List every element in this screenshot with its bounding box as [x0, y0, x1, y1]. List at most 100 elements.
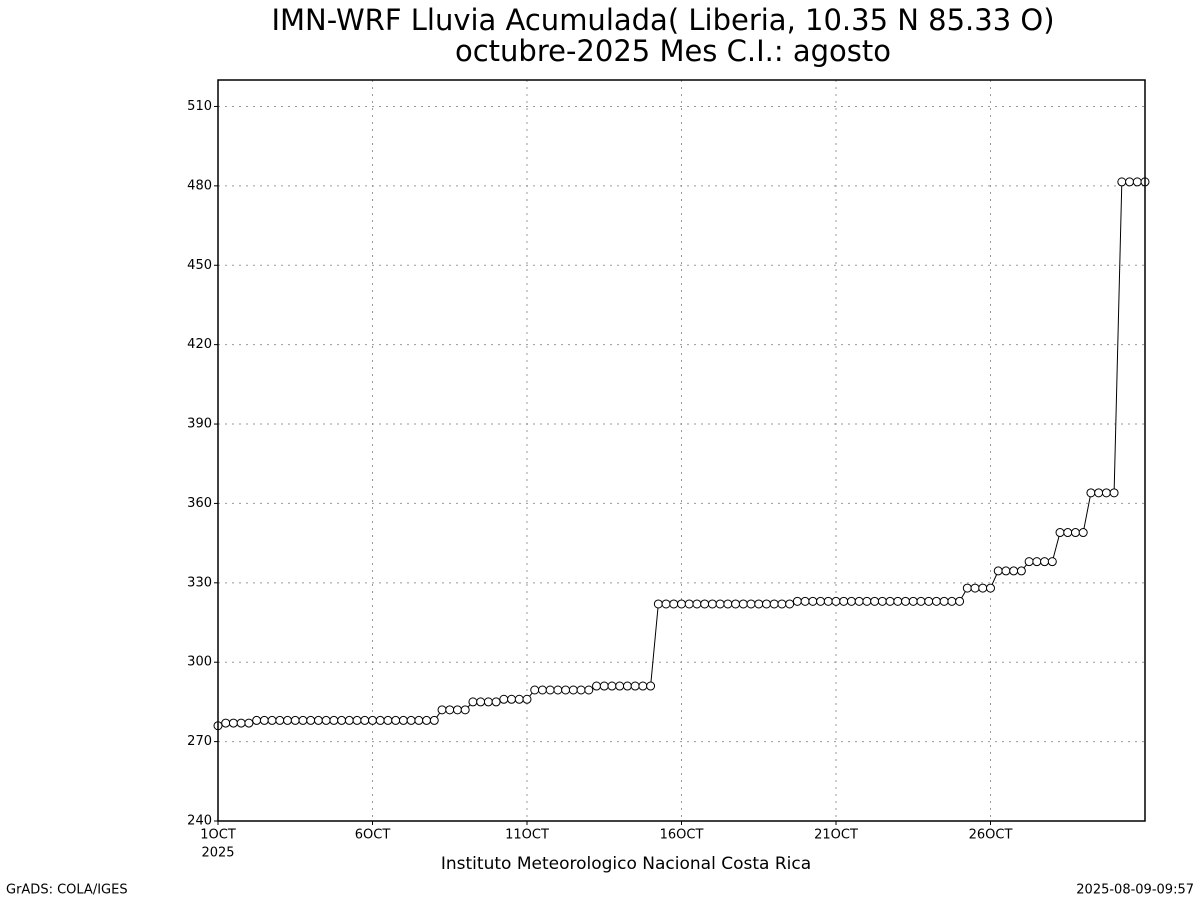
data-point: [939, 596, 949, 606]
data-point: [885, 596, 895, 606]
chart-subtitle: octubre-2025 Mes C.I.: agosto: [455, 34, 891, 68]
data-point: [1086, 488, 1096, 498]
data-point: [1109, 488, 1119, 498]
data-point: [746, 599, 756, 609]
data-point: [1001, 566, 1011, 576]
data-point: [437, 705, 447, 715]
data-point: [777, 599, 787, 609]
data-point: [646, 681, 656, 691]
data-point: [584, 685, 594, 695]
data-point: [476, 697, 486, 707]
data-point: [1024, 557, 1034, 567]
data-point: [460, 705, 470, 715]
data-point: [731, 599, 741, 609]
data-point: [422, 715, 432, 725]
data-point: [761, 599, 771, 609]
grid: [214, 80, 1145, 825]
chart-title: IMN-WRF Lluvia Acumulada( Liberia, 10.35…: [271, 3, 1054, 37]
data-point: [452, 705, 462, 715]
data-point: [337, 715, 347, 725]
data-point: [993, 566, 1003, 576]
data-point: [677, 599, 686, 609]
data-point: [236, 718, 246, 728]
data-point: [499, 694, 509, 704]
data-point: [970, 583, 980, 593]
y-tick-label: 420: [187, 337, 212, 352]
y-tick-label: 360: [187, 496, 212, 511]
data-point: [429, 715, 439, 725]
data-point: [553, 685, 563, 695]
x-tick-label: 6OCT: [355, 828, 391, 843]
y-tick-label: 510: [187, 99, 212, 114]
data-point: [622, 681, 632, 691]
data-point: [391, 715, 401, 725]
data-point: [723, 599, 733, 609]
data-point: [924, 596, 934, 606]
data-point: [228, 718, 238, 728]
data-point: [1047, 557, 1057, 567]
y-tick-label: 240: [187, 814, 212, 829]
x-tick-label: 11OCT: [505, 828, 549, 843]
data-point: [283, 715, 293, 725]
y-tick-label: 300: [187, 655, 212, 670]
data-point: [908, 596, 918, 606]
data-point: [661, 599, 671, 609]
data-point: [986, 583, 995, 593]
data-point: [398, 715, 408, 725]
data-point: [383, 715, 393, 725]
footer-right: 2025-08-09-09:57: [1076, 883, 1194, 898]
data-point: [545, 685, 555, 695]
data-point: [901, 596, 911, 606]
data-point: [792, 596, 802, 606]
data-point: [615, 681, 625, 691]
data-point: [1070, 528, 1080, 538]
data-point: [638, 681, 648, 691]
data-point: [1125, 177, 1135, 187]
data-point: [599, 681, 609, 691]
data-point: [846, 596, 856, 606]
data-point: [306, 715, 316, 725]
data-point: [1117, 177, 1127, 187]
data-point: [669, 599, 679, 609]
footer-left: GrADS: COLA/IGES: [6, 883, 128, 898]
data-point: [947, 596, 957, 606]
data-point: [808, 596, 818, 606]
data-point: [561, 685, 571, 695]
data-point: [955, 596, 965, 606]
data-point: [592, 681, 602, 691]
data-point: [893, 596, 903, 606]
x-axis-label: Instituto Meteorologico Nacional Costa R…: [441, 854, 811, 874]
data-point: [259, 715, 269, 725]
data-point: [816, 596, 826, 606]
data-point: [221, 718, 231, 728]
data-point: [1101, 488, 1111, 498]
x-tick-label: 16OCT: [660, 828, 704, 843]
x-tick-label: 1OCT: [200, 828, 236, 843]
data-point: [329, 715, 339, 725]
data-point: [839, 596, 849, 606]
data-point: [1094, 488, 1104, 498]
x-year-label: 2025: [201, 846, 234, 861]
plot-frame: [217, 79, 1146, 822]
data-point: [1032, 557, 1042, 567]
y-tick-label: 330: [187, 575, 212, 590]
data-point: [823, 596, 833, 606]
data-point: [522, 694, 532, 704]
data-point: [321, 715, 331, 725]
data-point: [252, 715, 262, 725]
data-point: [1009, 566, 1019, 576]
x-tick-label: 26OCT: [969, 828, 1013, 843]
data-point: [862, 596, 872, 606]
data-point: [769, 599, 779, 609]
data-point: [298, 715, 308, 725]
data-point: [1063, 528, 1073, 538]
data-point: [1016, 566, 1026, 576]
data-point: [375, 715, 385, 725]
data-point: [1132, 177, 1142, 187]
data-point: [607, 681, 617, 691]
data-point: [707, 599, 717, 609]
data-point: [290, 715, 300, 725]
data-point: [715, 599, 725, 609]
